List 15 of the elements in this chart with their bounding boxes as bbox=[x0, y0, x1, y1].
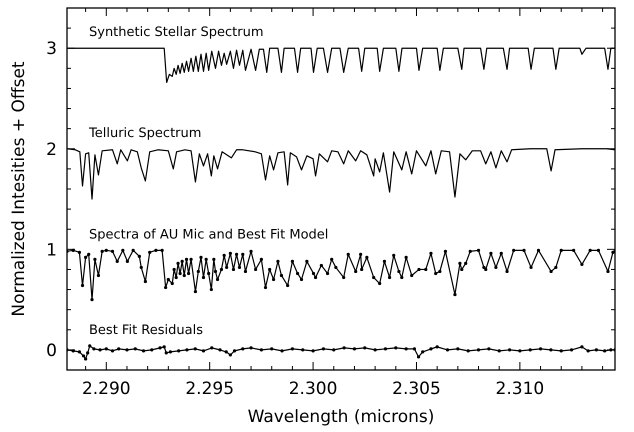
x-tick-label: 2.290 bbox=[82, 379, 131, 399]
x-tick-label: 2.295 bbox=[185, 379, 234, 399]
x-axis-title: Wavelength (microns) bbox=[248, 407, 434, 427]
y-tick-label: 1 bbox=[46, 240, 57, 260]
series-label: Best Fit Residuals bbox=[89, 322, 204, 338]
x-tick-label: 2.300 bbox=[288, 379, 338, 399]
x-tick-label: 2.310 bbox=[496, 379, 544, 399]
series-label: Telluric Spectrum bbox=[88, 126, 202, 141]
y-axis-title: Normalized Intesities + Offset bbox=[9, 61, 29, 317]
y-tick-label: 3 bbox=[46, 39, 57, 60]
y-tick-label: 0 bbox=[46, 340, 57, 361]
series-label: Spectra of AU Mic and Best Fit Model bbox=[89, 227, 328, 242]
x-tick-label: 2.305 bbox=[392, 379, 441, 399]
legend-label: Synthetic Stellar Spectrum bbox=[89, 25, 264, 40]
y-tick-label: 2 bbox=[46, 140, 57, 160]
